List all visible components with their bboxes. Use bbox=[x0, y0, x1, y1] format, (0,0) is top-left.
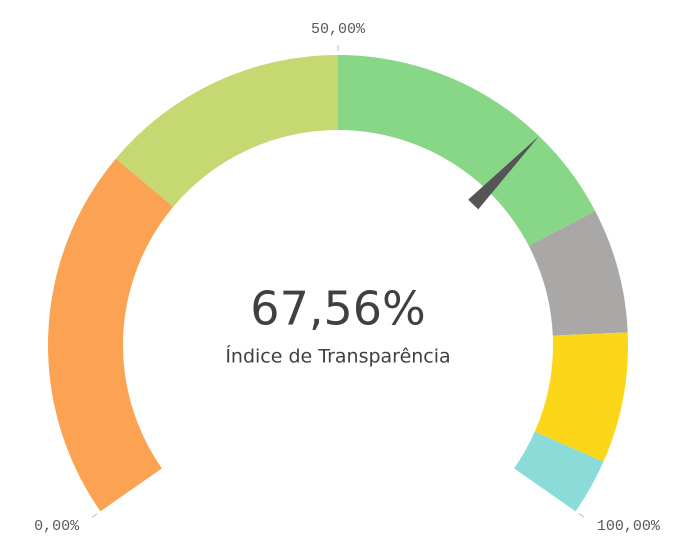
tick-mark bbox=[578, 513, 585, 518]
gauge-band bbox=[48, 158, 174, 512]
gauge-band bbox=[115, 55, 339, 207]
gauge-band bbox=[514, 431, 604, 512]
tick-label: 0,00% bbox=[34, 518, 80, 535]
gauge-needle bbox=[468, 136, 540, 210]
gauge-band bbox=[534, 332, 628, 462]
gauge-label: Índice de Transparência bbox=[225, 345, 450, 368]
tick-label: 50,00% bbox=[311, 21, 366, 38]
tick-label: 100,00% bbox=[597, 518, 661, 535]
gauge-band bbox=[528, 211, 628, 336]
tick-mark bbox=[91, 513, 98, 518]
gauge-band bbox=[338, 55, 596, 246]
gauge-value: 67,56% bbox=[250, 282, 425, 336]
